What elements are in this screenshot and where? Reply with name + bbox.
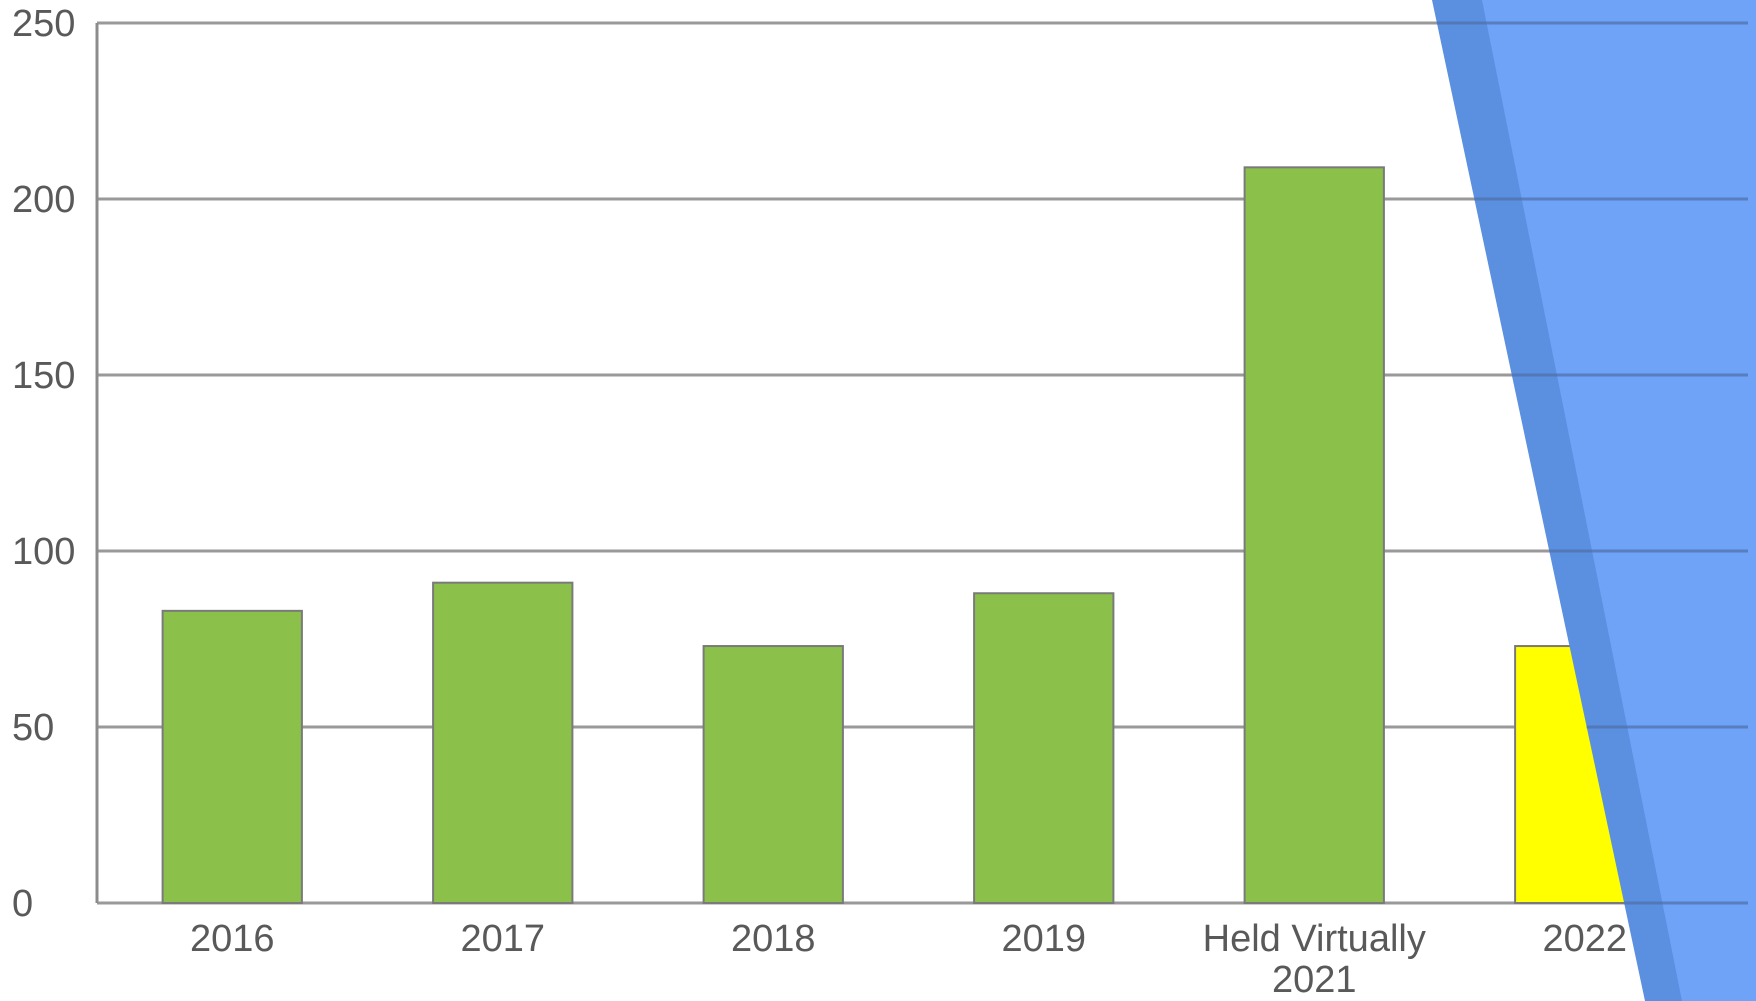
decorative-overlay	[1432, 0, 1756, 1001]
x-tick-label: 2017	[460, 918, 545, 960]
y-tick-label: 100	[12, 531, 75, 573]
bar-held-virtually-2021	[1243, 166, 1385, 904]
overlay-gridlines	[1436, 21, 1748, 905]
x-tick-label: Held Virtually	[1203, 918, 1426, 960]
x-tick-label: 2021	[1272, 959, 1357, 1001]
bar-2017	[432, 581, 574, 904]
x-tick-label: 2019	[1001, 918, 1086, 960]
x-tick-label: 2018	[731, 918, 816, 960]
y-tick-label: 150	[12, 355, 75, 397]
bar-2016	[161, 609, 303, 905]
y-tick-label: 200	[12, 179, 75, 221]
bars	[161, 166, 1656, 905]
x-tick-label: 2022	[1542, 918, 1627, 960]
y-tick-label: 0	[12, 883, 33, 925]
x-tick-label: 2016	[190, 918, 275, 960]
y-tick-label: 50	[12, 707, 54, 749]
bar-2019	[973, 592, 1115, 904]
y-tick-label: 250	[12, 3, 75, 45]
gridlines	[97, 21, 1748, 905]
bar-2018	[702, 645, 844, 904]
overlay-shape-light	[1482, 0, 1756, 1001]
y-axis-ticks: 0 50 100 150 200 250	[12, 3, 75, 925]
